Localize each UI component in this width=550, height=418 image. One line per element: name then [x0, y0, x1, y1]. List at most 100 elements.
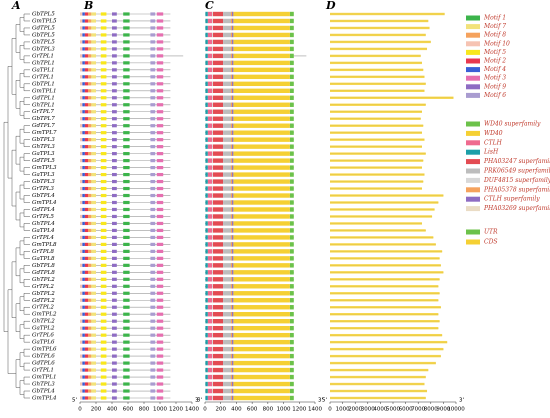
motif-box — [112, 82, 117, 86]
motif-box — [84, 138, 88, 142]
motif-box — [84, 145, 88, 149]
motif-box — [100, 124, 107, 128]
motif-box — [150, 145, 156, 149]
domain-box — [223, 193, 234, 198]
legend-label: Motif 9 — [483, 83, 506, 90]
motif-box — [100, 12, 107, 16]
tree-branch — [15, 135, 20, 165]
motif-box — [82, 131, 85, 135]
motif-box — [100, 263, 107, 267]
motif-box — [123, 117, 130, 121]
domain-box — [232, 186, 234, 191]
motif-box — [150, 152, 156, 156]
domain-box — [232, 158, 234, 163]
motif-box — [150, 47, 156, 51]
cds-span — [330, 243, 436, 246]
tree-branch — [23, 390, 30, 399]
tree-branch — [23, 348, 30, 357]
domain-box — [289, 109, 294, 114]
gene-name: GbTPL4 — [32, 193, 55, 199]
motif-box — [156, 382, 164, 386]
domain-box — [232, 298, 234, 303]
tree-branch — [19, 45, 24, 60]
domain-box — [223, 339, 234, 345]
motif-box — [84, 270, 88, 274]
motif-box — [150, 33, 156, 37]
cds-span — [330, 124, 424, 127]
domain-box — [212, 291, 224, 296]
legend-swatch — [466, 121, 480, 127]
gene-name: GrTPL4 — [32, 235, 54, 241]
domain-box — [289, 172, 294, 177]
motif-box — [91, 389, 96, 393]
motif-box — [80, 110, 83, 114]
axis-end: 5' — [322, 398, 327, 404]
domain-box — [232, 346, 234, 352]
tree-branch — [19, 240, 24, 256]
motif-box — [112, 193, 117, 198]
motif-box — [112, 117, 117, 121]
legend-label: LisH — [483, 149, 499, 156]
domain-box — [212, 284, 213, 289]
domain-box — [223, 32, 234, 38]
motif-box — [80, 375, 83, 379]
motif-box — [123, 277, 130, 281]
motif-box — [123, 131, 130, 135]
motif-box — [91, 221, 96, 226]
motif-box — [84, 179, 88, 184]
motif-box — [123, 110, 130, 114]
motif-box — [88, 145, 92, 149]
domain-box — [232, 228, 234, 233]
motif-box — [91, 200, 96, 205]
motif-box — [100, 47, 107, 51]
legend-swatch — [466, 41, 480, 47]
tick-label: 4000 — [373, 407, 387, 413]
motif-box — [112, 221, 117, 226]
domain-box — [223, 360, 234, 366]
domain-box — [223, 312, 234, 317]
motif-box — [91, 40, 96, 44]
domain-box — [223, 325, 234, 331]
domain-box — [212, 353, 213, 359]
domain-box — [205, 137, 208, 142]
domain-box — [233, 381, 290, 387]
domain-box — [207, 11, 213, 17]
motif-box — [123, 256, 130, 260]
motif-box — [82, 166, 85, 170]
gene-name: GmTPL8 — [32, 242, 57, 248]
domain-box — [207, 116, 213, 121]
domain-box — [289, 165, 294, 170]
motif-box — [84, 235, 88, 240]
domain-box — [223, 172, 234, 177]
domain-box — [223, 346, 234, 352]
domain-box — [289, 214, 294, 219]
domain-box — [223, 214, 234, 219]
domain-box — [212, 235, 213, 240]
domain-box — [212, 339, 224, 345]
motif-box — [82, 124, 85, 128]
domain-box — [212, 228, 224, 233]
gene-name: GhTPL1 — [32, 60, 55, 66]
domain-box — [207, 319, 213, 324]
domain-box — [212, 319, 224, 324]
motif-box — [112, 110, 117, 114]
domain-box — [289, 144, 294, 149]
cds-span — [330, 382, 425, 386]
cds-span — [330, 82, 426, 86]
motif-box — [156, 214, 164, 219]
domain-box — [205, 305, 208, 310]
motif-box — [88, 131, 92, 135]
motif-box — [80, 75, 83, 79]
domain-box — [205, 374, 208, 380]
domain-box — [223, 144, 234, 149]
legend-swatch — [466, 159, 480, 165]
domain-box — [232, 256, 234, 261]
motif-box — [156, 19, 164, 23]
legend-label: Motif 7 — [483, 23, 506, 30]
domain-box — [212, 325, 213, 331]
motif-box — [112, 382, 117, 386]
domain-box — [230, 116, 233, 121]
motif-box — [88, 103, 92, 107]
motif-box — [123, 228, 130, 233]
tree-branch — [19, 352, 24, 367]
